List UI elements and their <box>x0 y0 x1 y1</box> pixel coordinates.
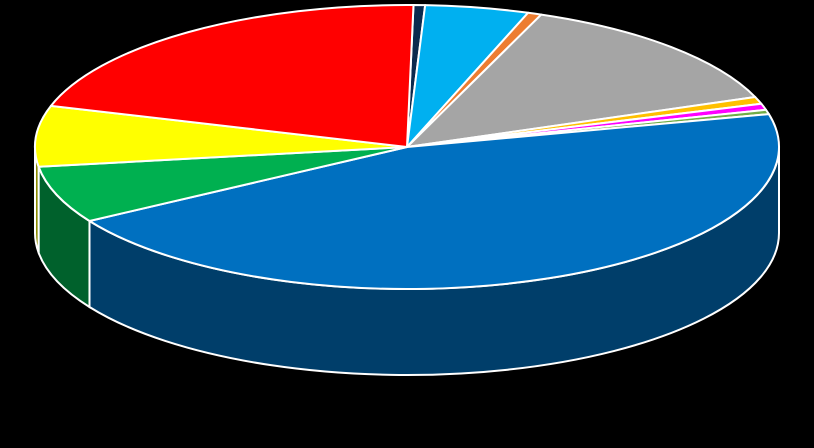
pie-slices <box>34 4 780 290</box>
pie-slice-3 <box>406 13 757 148</box>
pie-slice-7 <box>88 113 780 290</box>
pie-slice-9 <box>34 104 408 168</box>
pie-slice-10 <box>49 4 415 148</box>
pie-slice-8 <box>37 146 408 222</box>
